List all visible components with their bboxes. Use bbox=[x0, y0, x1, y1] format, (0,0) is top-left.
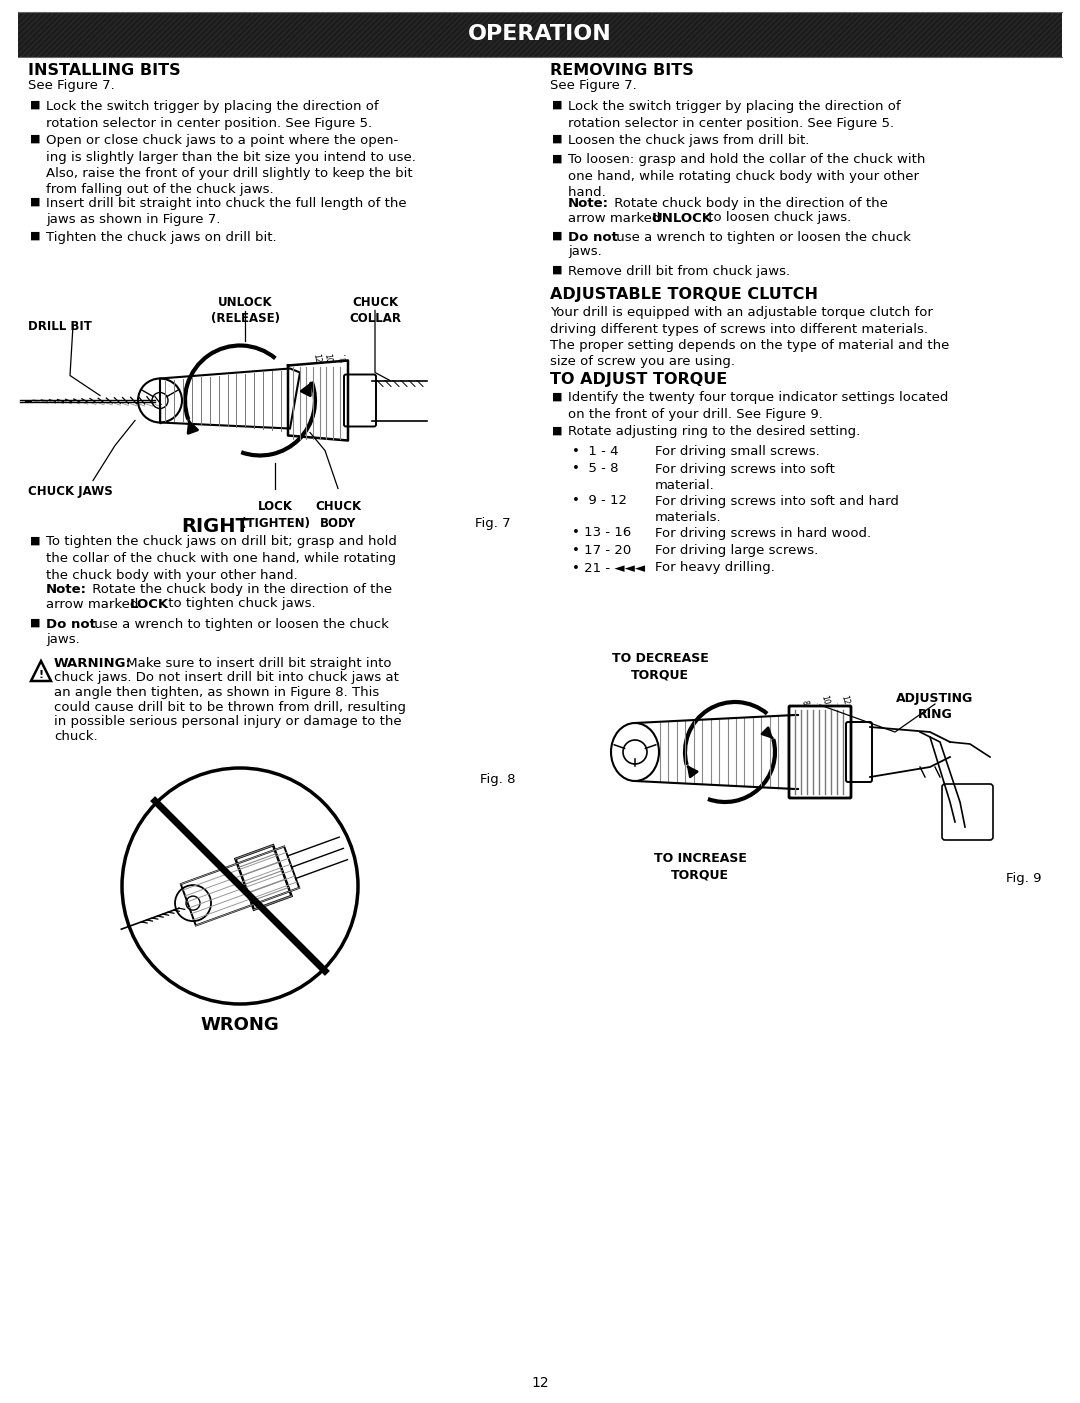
Text: For heavy drilling.: For heavy drilling. bbox=[654, 561, 774, 574]
Text: could cause drill bit to be thrown from drill, resulting: could cause drill bit to be thrown from … bbox=[54, 700, 406, 714]
Text: chuck jaws. Do not insert drill bit into chuck jaws at: chuck jaws. Do not insert drill bit into… bbox=[54, 672, 399, 685]
Text: Do not: Do not bbox=[46, 617, 96, 631]
Text: ■: ■ bbox=[552, 153, 563, 164]
Text: DRILL BIT: DRILL BIT bbox=[28, 320, 92, 334]
Text: ■: ■ bbox=[552, 391, 563, 401]
Text: 10: 10 bbox=[323, 352, 334, 363]
Text: 12: 12 bbox=[839, 694, 851, 706]
Text: REMOVING BITS: REMOVING BITS bbox=[550, 63, 693, 79]
Text: ■: ■ bbox=[30, 536, 41, 546]
Text: use a wrench to tighten or loosen the chuck: use a wrench to tighten or loosen the ch… bbox=[612, 231, 910, 244]
Text: Remove drill bit from chuck jaws.: Remove drill bit from chuck jaws. bbox=[568, 265, 791, 278]
Text: LOCK
(TIGHTEN): LOCK (TIGHTEN) bbox=[241, 501, 310, 530]
Text: jaws.: jaws. bbox=[568, 246, 602, 258]
Text: Tighten the chuck jaws on drill bit.: Tighten the chuck jaws on drill bit. bbox=[46, 231, 276, 244]
Text: Fig. 9: Fig. 9 bbox=[1007, 873, 1042, 885]
Text: ■: ■ bbox=[552, 231, 563, 241]
Text: Fig. 7: Fig. 7 bbox=[475, 518, 511, 530]
Text: Insert drill bit straight into chuck the full length of the
jaws as shown in Fig: Insert drill bit straight into chuck the… bbox=[46, 196, 407, 226]
Text: For driving screws into soft
material.: For driving screws into soft material. bbox=[654, 463, 835, 492]
Text: ■: ■ bbox=[30, 617, 41, 629]
Text: See Figure 7.: See Figure 7. bbox=[28, 80, 114, 93]
Text: Lock the switch trigger by placing the direction of
rotation selector in center : Lock the switch trigger by placing the d… bbox=[568, 100, 901, 129]
Text: Identify the twenty four torque indicator settings located
on the front of your : Identify the twenty four torque indicato… bbox=[568, 391, 948, 421]
Text: Note:: Note: bbox=[568, 196, 609, 210]
Text: Note:: Note: bbox=[46, 584, 87, 596]
Text: 12: 12 bbox=[311, 352, 321, 363]
Text: 12: 12 bbox=[531, 1376, 549, 1390]
Text: TO ADJUST TORQUE: TO ADJUST TORQUE bbox=[550, 372, 727, 387]
Text: ADJUSTABLE TORQUE CLUTCH: ADJUSTABLE TORQUE CLUTCH bbox=[550, 288, 818, 303]
Text: 10: 10 bbox=[820, 694, 831, 706]
Text: ·: · bbox=[343, 352, 347, 362]
Text: TO INCREASE
TORQUE: TO INCREASE TORQUE bbox=[653, 852, 746, 881]
Text: •  1 - 4: • 1 - 4 bbox=[572, 445, 627, 457]
Text: Fig. 8: Fig. 8 bbox=[480, 773, 515, 786]
Text: CHUCK JAWS: CHUCK JAWS bbox=[28, 485, 112, 498]
Text: UNLOCK: UNLOCK bbox=[652, 212, 713, 224]
Text: 8: 8 bbox=[800, 699, 810, 706]
Text: ■: ■ bbox=[30, 135, 41, 145]
Text: Your drill is equipped with an adjustable torque clutch for
driving different ty: Your drill is equipped with an adjustabl… bbox=[550, 306, 949, 369]
Bar bbox=[18, 13, 1062, 58]
Text: OPERATION: OPERATION bbox=[468, 24, 612, 45]
Text: •  5 - 8: • 5 - 8 bbox=[572, 463, 627, 476]
Text: ■: ■ bbox=[30, 231, 41, 241]
Text: For driving small screws.: For driving small screws. bbox=[654, 445, 820, 457]
Text: to loosen chuck jaws.: to loosen chuck jaws. bbox=[704, 212, 851, 224]
Text: • 21 - ◄◄◄: • 21 - ◄◄◄ bbox=[572, 561, 645, 574]
Text: !: ! bbox=[39, 671, 43, 680]
Text: CHUCK
COLLAR: CHUCK COLLAR bbox=[349, 296, 401, 325]
Text: LOCK: LOCK bbox=[130, 598, 170, 610]
Text: To tighten the chuck jaws on drill bit; grasp and hold
the collar of the chuck w: To tighten the chuck jaws on drill bit; … bbox=[46, 536, 396, 581]
Bar bbox=[18, 13, 1062, 58]
Text: Rotate the chuck body in the direction of the: Rotate the chuck body in the direction o… bbox=[87, 584, 392, 596]
Text: TO DECREASE
TORQUE: TO DECREASE TORQUE bbox=[611, 652, 708, 682]
Text: ■: ■ bbox=[30, 100, 41, 109]
Text: jaws.: jaws. bbox=[46, 633, 80, 645]
Text: ·: · bbox=[810, 702, 820, 706]
Text: WARNING:: WARNING: bbox=[54, 657, 132, 671]
Text: •  9 - 12: • 9 - 12 bbox=[572, 494, 627, 508]
Text: Make sure to insert drill bit straight into: Make sure to insert drill bit straight i… bbox=[122, 657, 391, 671]
Text: To loosen: grasp and hold the collar of the chuck with
one hand, while rotating : To loosen: grasp and hold the collar of … bbox=[568, 153, 926, 199]
Text: Lock the switch trigger by placing the direction of
rotation selector in center : Lock the switch trigger by placing the d… bbox=[46, 100, 379, 129]
Text: Open or close chuck jaws to a point where the open-
ing is slightly larger than : Open or close chuck jaws to a point wher… bbox=[46, 135, 416, 196]
Text: Loosen the chuck jaws from drill bit.: Loosen the chuck jaws from drill bit. bbox=[568, 135, 809, 147]
Text: to tighten chuck jaws.: to tighten chuck jaws. bbox=[164, 598, 315, 610]
Text: • 13 - 16: • 13 - 16 bbox=[572, 526, 631, 540]
Text: ■: ■ bbox=[552, 135, 563, 145]
Text: Do not: Do not bbox=[568, 231, 618, 244]
Text: Rotate chuck body in the direction of the: Rotate chuck body in the direction of th… bbox=[610, 196, 888, 210]
Text: ■: ■ bbox=[30, 196, 41, 208]
Text: chuck.: chuck. bbox=[54, 730, 97, 742]
Text: CHUCK
BODY: CHUCK BODY bbox=[315, 501, 361, 530]
Text: 8: 8 bbox=[335, 358, 345, 363]
Text: ADJUSTING
RING: ADJUSTING RING bbox=[896, 692, 974, 721]
Text: ■: ■ bbox=[552, 265, 563, 275]
Text: ■: ■ bbox=[552, 100, 563, 109]
Text: For driving screws in hard wood.: For driving screws in hard wood. bbox=[654, 526, 872, 540]
Text: arrow marked: arrow marked bbox=[568, 212, 664, 224]
Text: arrow marked: arrow marked bbox=[46, 598, 143, 610]
Text: See Figure 7.: See Figure 7. bbox=[550, 80, 637, 93]
Text: • 17 - 20: • 17 - 20 bbox=[572, 544, 631, 557]
Text: RIGHT: RIGHT bbox=[181, 518, 248, 536]
Text: ·: · bbox=[831, 702, 839, 706]
Text: INSTALLING BITS: INSTALLING BITS bbox=[28, 63, 180, 79]
Text: Rotate adjusting ring to the desired setting.: Rotate adjusting ring to the desired set… bbox=[568, 425, 861, 439]
Text: use a wrench to tighten or loosen the chuck: use a wrench to tighten or loosen the ch… bbox=[90, 617, 389, 631]
Text: in possible serious personal injury or damage to the: in possible serious personal injury or d… bbox=[54, 716, 402, 728]
Text: For driving large screws.: For driving large screws. bbox=[654, 544, 819, 557]
Text: an angle then tighten, as shown in Figure 8. This: an angle then tighten, as shown in Figur… bbox=[54, 686, 379, 699]
Text: UNLOCK
(RELEASE): UNLOCK (RELEASE) bbox=[211, 296, 280, 325]
Text: WRONG: WRONG bbox=[201, 1016, 280, 1034]
Text: For driving screws into soft and hard
materials.: For driving screws into soft and hard ma… bbox=[654, 494, 899, 523]
Text: ■: ■ bbox=[552, 425, 563, 435]
